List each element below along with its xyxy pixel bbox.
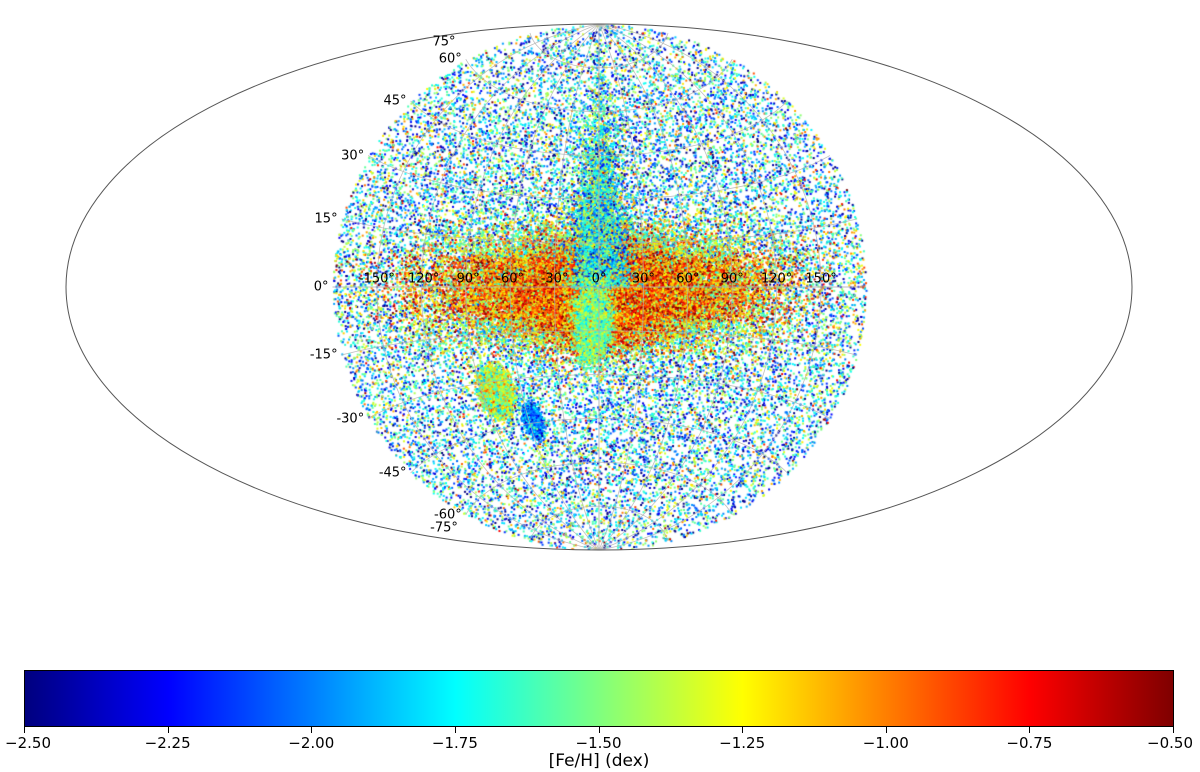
colorbar-tick-label: −1.00: [862, 734, 909, 752]
latitude-tick-label: -75°: [430, 520, 458, 536]
colorbar-tick: [454, 727, 456, 733]
longitude-tick-label: -150°: [358, 271, 395, 287]
colorbar-tick: [167, 727, 169, 733]
colorbar-tick-label: −2.25: [144, 734, 191, 752]
grid-longitude-line: [509, 23, 600, 551]
map-boundary: [65, 23, 1133, 551]
longitude-tick-label: 150°: [805, 271, 837, 287]
colorbar-tick-label: −2.00: [288, 734, 335, 752]
latitude-tick-label: -30°: [336, 411, 365, 426]
colorbar-tick-label: −1.50: [575, 734, 622, 752]
latitude-tick-label: 45°: [383, 93, 407, 109]
longitude-tick-label: -30°: [540, 271, 569, 287]
longitude-tick-label: 120°: [760, 271, 793, 287]
latitude-tick-label: 15°: [314, 211, 338, 227]
latitude-tick-label: 30°: [341, 148, 365, 163]
longitude-tick-label: 90°: [720, 271, 744, 287]
colorbar-tick-label: −2.50: [5, 734, 51, 752]
grid-longitude-line: [554, 23, 600, 551]
latitude-tick-label: -15°: [309, 347, 338, 363]
latitude-tick-label: -60°: [434, 507, 462, 523]
colorbar-tick: [742, 727, 744, 733]
colorbar-tick: [885, 727, 887, 733]
grid-longitude-line: [376, 23, 600, 551]
longitude-tick-label: 0°: [591, 271, 607, 287]
colorbar-tick-label: −1.75: [431, 734, 478, 752]
scatter-points: [66, 24, 1132, 550]
grid-longitude-line: [465, 23, 600, 551]
latitude-tick-label: 0°: [313, 279, 329, 295]
longitude-tick-label: -60°: [496, 271, 525, 287]
longitude-tick-label: 60°: [676, 271, 700, 287]
longitude-tick-label: -120°: [403, 271, 440, 287]
colorbar-tick: [24, 727, 25, 733]
longitude-tick-label: 30°: [631, 271, 655, 287]
latitude-tick-label: 75°: [432, 34, 456, 50]
grid-longitude-line: [598, 23, 689, 551]
colorbar-tick: [1173, 727, 1174, 733]
grid-longitude-line: [598, 23, 822, 551]
colorbar-tick-label: −0.50: [1147, 734, 1193, 752]
colorbar-label: [Fe/H] (dex): [548, 751, 650, 771]
grid-longitude-line: [598, 23, 644, 551]
colorbar: [24, 670, 1174, 727]
latitude-tick-label: 60°: [438, 51, 462, 67]
latitude-tick-label: -45°: [378, 465, 407, 481]
colorbar-tick: [311, 727, 313, 733]
grid-longitude-line: [598, 23, 778, 551]
colorbar-tick-label: −0.75: [1006, 734, 1053, 752]
colorbar-tick-label: −1.25: [719, 734, 766, 752]
grid-longitude-line: [598, 23, 733, 551]
grid-longitude-line: [420, 23, 600, 551]
colorbar-tick: [1029, 727, 1031, 733]
colorbar-tick: [598, 727, 600, 733]
longitude-tick-label: -90°: [451, 271, 480, 287]
sky-map: [65, 23, 1133, 551]
